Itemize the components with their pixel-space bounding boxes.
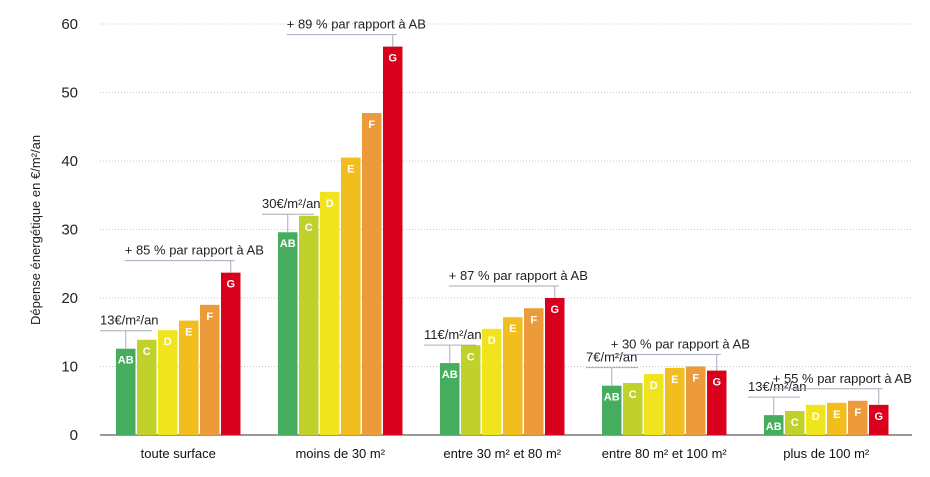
annotation-ab-value: 30€/m²/an	[262, 196, 321, 211]
bar-f	[362, 113, 382, 436]
bar-class-label: AB	[118, 355, 134, 367]
bar-class-label: F	[692, 373, 699, 385]
annotation-ab-value: 7€/m²/an	[586, 350, 637, 365]
bar-class-label: G	[226, 279, 235, 291]
bar-class-label: C	[629, 389, 637, 401]
bar-class-label: D	[488, 335, 496, 347]
bar-g	[545, 298, 565, 435]
bar-class-label: C	[791, 417, 799, 429]
bar-class-label: G	[550, 304, 559, 316]
bar-c	[137, 339, 157, 435]
bar-ab	[116, 348, 136, 435]
annotation-g-increase: + 30 % par rapport à AB	[611, 337, 750, 352]
bar-class-label: AB	[280, 238, 296, 250]
bar-ab	[278, 232, 298, 435]
bar-class-label: E	[509, 323, 516, 335]
bar-d	[482, 328, 502, 435]
bar-class-label: AB	[604, 392, 620, 404]
bar-e	[503, 317, 523, 435]
bar-f	[524, 308, 544, 435]
bar-class-label: AB	[766, 421, 782, 433]
y-tick-label: 50	[61, 85, 78, 102]
bar-class-label: D	[812, 411, 820, 423]
bar-f	[848, 400, 868, 435]
annotation-ab-value: 11€/m²/an	[424, 327, 482, 342]
bar-class-label: D	[164, 336, 172, 348]
bar-class-label: F	[530, 314, 537, 326]
y-tick-label: 20	[61, 290, 78, 307]
bar-c	[461, 345, 481, 435]
annotation-g-increase: + 87 % par rapport à AB	[449, 268, 588, 283]
bar-class-label: C	[305, 222, 313, 234]
y-tick-label: 40	[61, 153, 78, 170]
y-tick-label: 0	[70, 427, 78, 444]
bar-class-label: F	[368, 119, 375, 131]
y-tick-label: 10	[61, 359, 78, 376]
bar-e	[665, 367, 685, 435]
annotation-g-increase: + 85 % par rapport à AB	[125, 243, 264, 258]
bar-class-label: C	[143, 346, 151, 358]
bar-ab	[764, 415, 784, 435]
bar-ab	[440, 363, 460, 435]
bar-class-label: F	[854, 407, 861, 419]
bar-d	[158, 330, 178, 435]
category-label: entre 80 m² et 100 m²	[602, 446, 728, 461]
y-tick-label: 30	[61, 222, 78, 239]
bar-d	[806, 404, 826, 435]
bar-class-label: E	[671, 374, 678, 386]
bar-f	[200, 304, 220, 435]
bar-g	[707, 370, 727, 435]
bar-e	[179, 320, 199, 435]
annotation-g-increase: + 55 % par rapport à AB	[773, 371, 912, 386]
bar-g	[221, 272, 241, 435]
bar-e	[341, 157, 361, 435]
bar-class-label: D	[650, 380, 658, 392]
bar-f	[686, 366, 706, 435]
bar-class-label: E	[185, 327, 192, 339]
bar-c	[785, 411, 805, 435]
bar-class-label: E	[833, 409, 840, 421]
category-label: toute surface	[141, 446, 216, 461]
bar-g	[383, 46, 403, 435]
y-tick-label: 60	[61, 16, 78, 33]
bar-class-label: D	[326, 198, 334, 210]
bar-e	[827, 402, 847, 435]
bar-g	[869, 404, 889, 435]
bar-d	[644, 374, 664, 435]
bar-class-label: G	[388, 53, 397, 65]
category-label: entre 30 m² et 80 m²	[443, 446, 561, 461]
category-label: plus de 100 m²	[783, 446, 870, 461]
annotation-ab-value: 13€/m²/an	[100, 313, 159, 328]
bar-ab	[602, 385, 622, 435]
bar-class-label: AB	[442, 369, 458, 381]
bar-class-label: F	[206, 311, 213, 323]
category-label: moins de 30 m²	[295, 446, 385, 461]
bar-c	[299, 215, 319, 435]
bar-class-label: G	[874, 411, 883, 423]
bar-d	[320, 191, 340, 435]
bar-c	[623, 382, 643, 435]
bar-class-label: G	[712, 377, 721, 389]
bar-class-label: C	[467, 351, 475, 363]
bar-class-label: E	[347, 164, 354, 176]
annotation-g-increase: + 89 % par rapport à AB	[287, 17, 426, 32]
y-axis-label: Dépense énergétique en €/m²/an	[28, 135, 43, 325]
annotation-ab-value: 13€/m²/an	[748, 379, 807, 394]
